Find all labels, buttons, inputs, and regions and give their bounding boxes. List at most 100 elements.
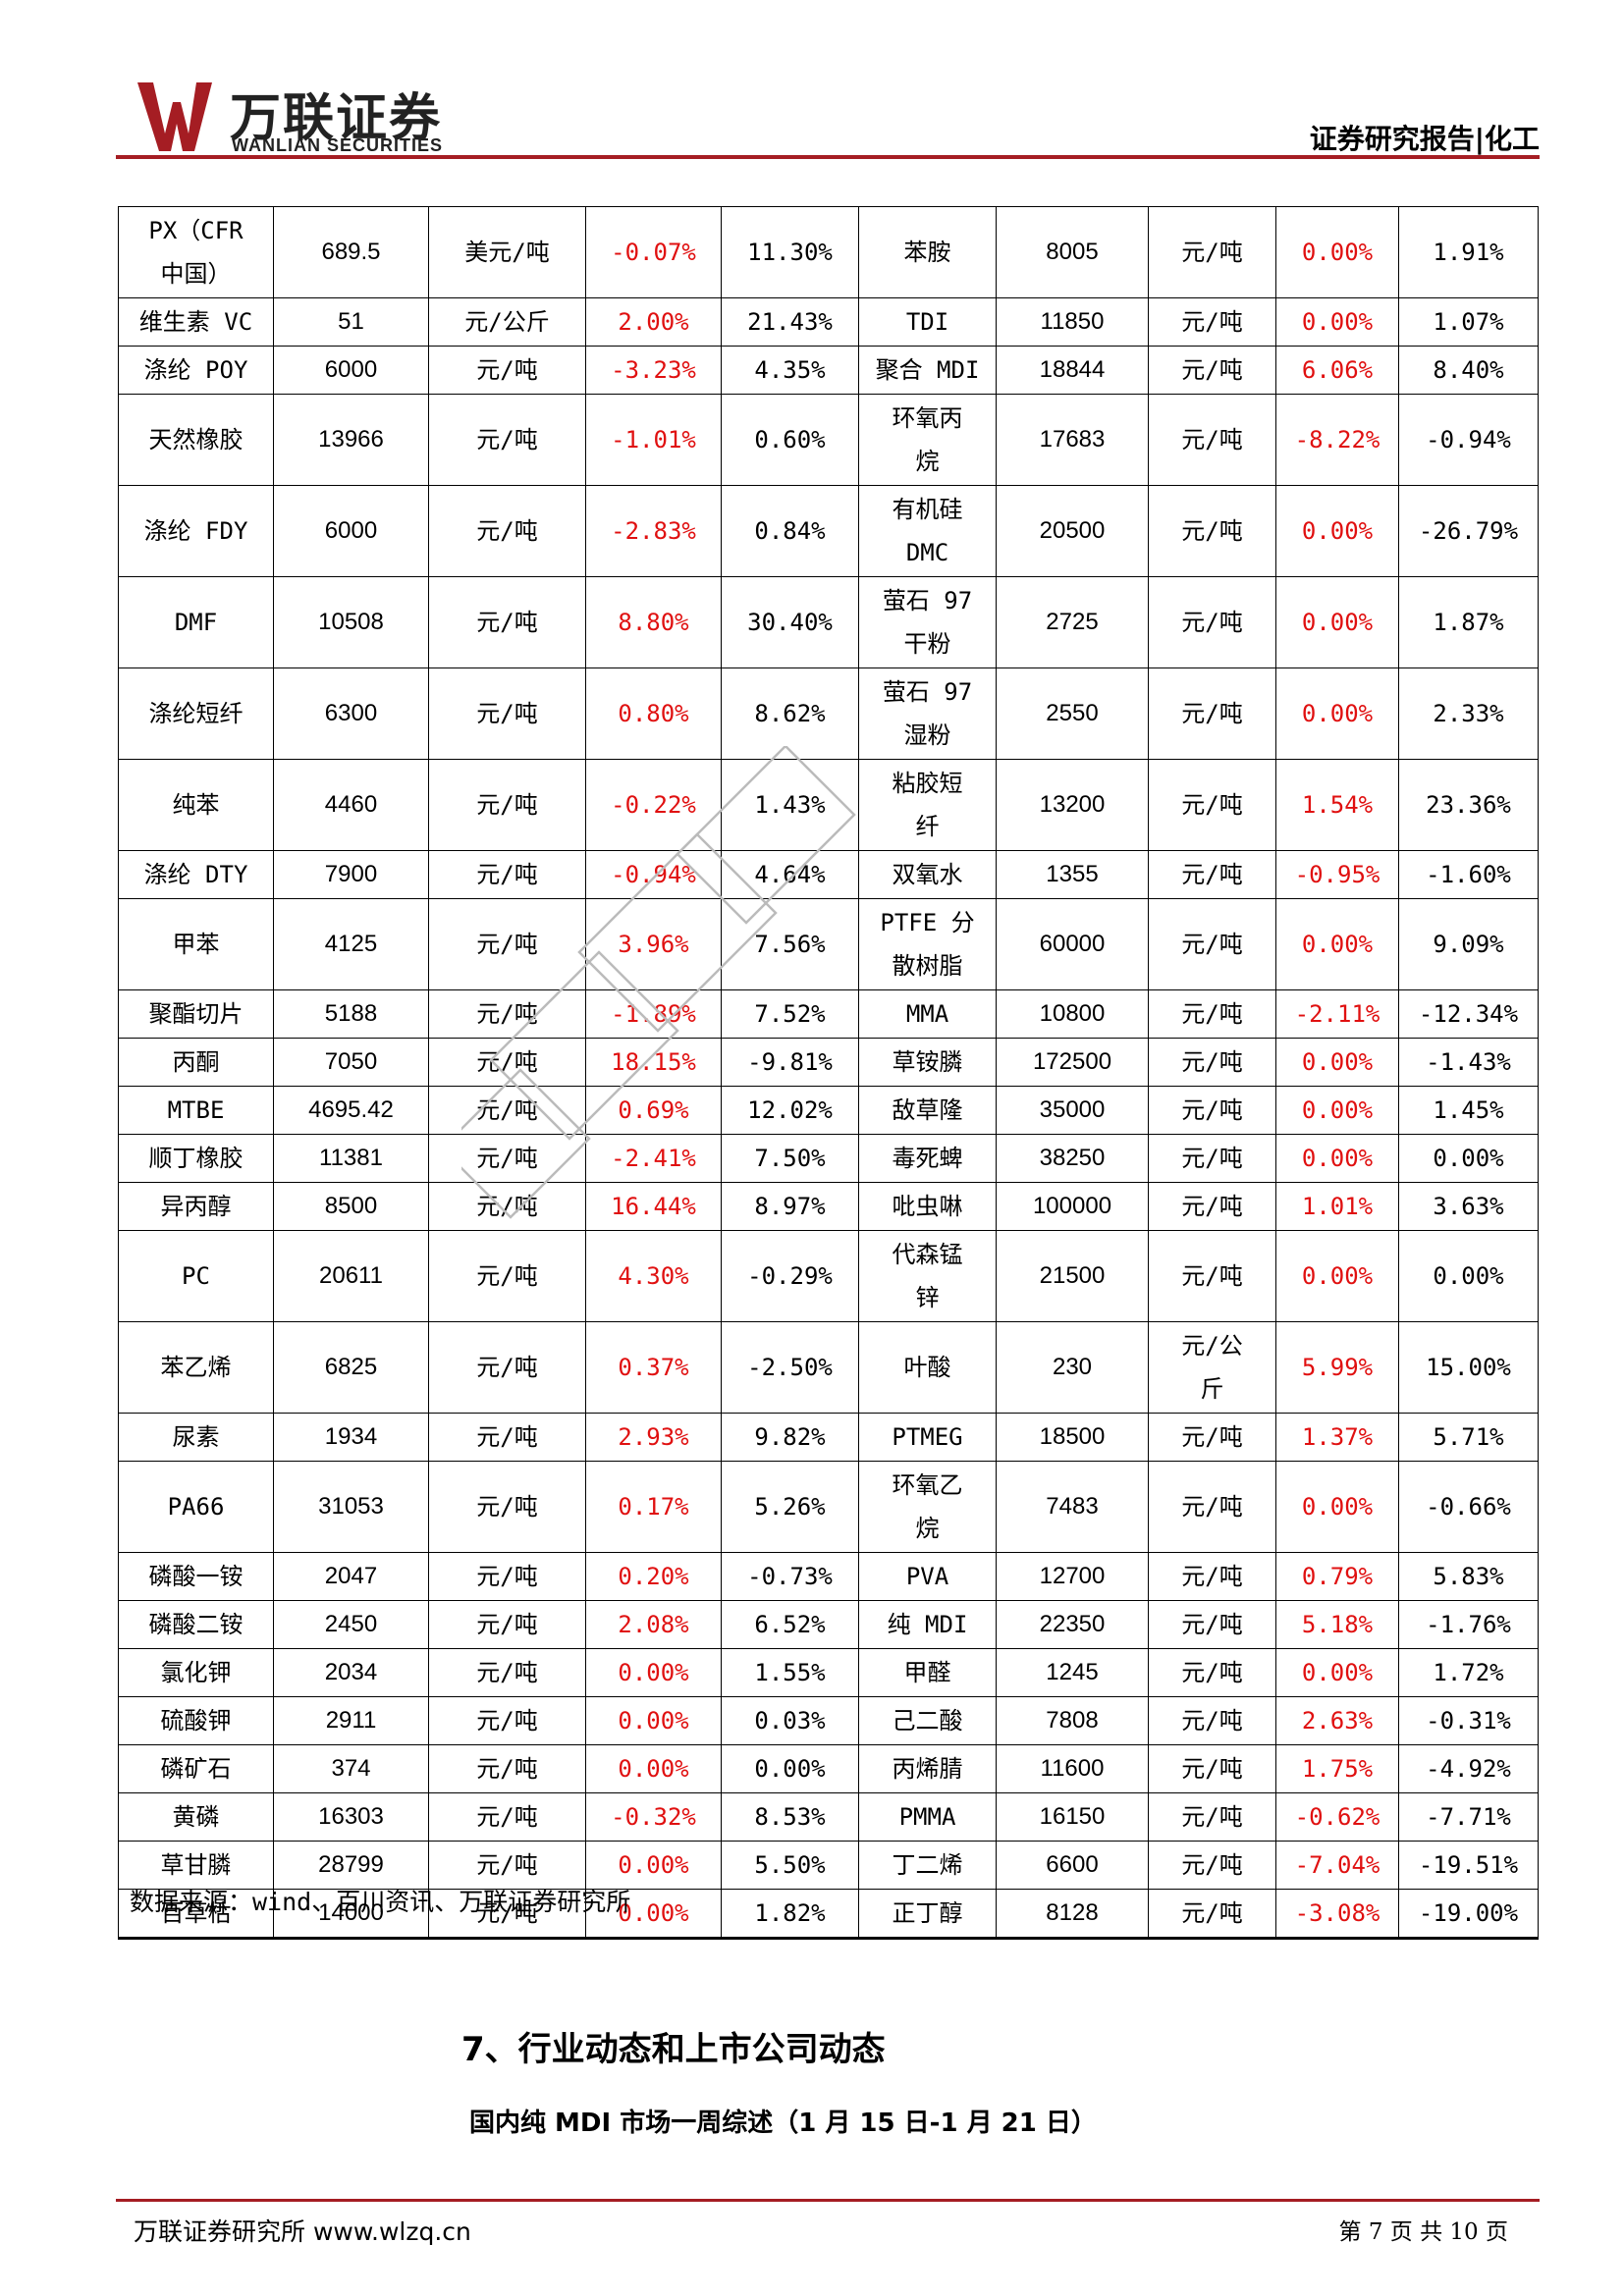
table-row: 涤纶短纤 6300 元/吨 0.80% 8.62% 萤石 97 湿粉 2550 元/吨 0.00%…	[118, 667, 1539, 760]
table-cell: 元/吨	[428, 394, 586, 486]
table-cell: 0.20%	[585, 1552, 722, 1601]
table-cell: 0.00%	[1275, 1461, 1399, 1553]
table-cell: 22350	[996, 1600, 1149, 1649]
table-cell: 0.00%	[585, 1648, 722, 1697]
table-row: 尿素 1934 元/吨 2.93% 9.82% PTMEG 18500 元/吨 1.37% 5.7…	[118, 1413, 1539, 1462]
table-cell: 1.43%	[721, 759, 859, 851]
table-cell: -2.83%	[585, 485, 722, 577]
report-type-label: 证券研究报告|化工	[1309, 123, 1540, 155]
table-cell: 2.33%	[1398, 667, 1539, 760]
footer-divider	[116, 2199, 1540, 2202]
table-cell: 12.02%	[721, 1086, 859, 1135]
table-cell: 100000	[996, 1182, 1149, 1231]
table-cell: 2.08%	[585, 1600, 722, 1649]
table-cell: 1.37%	[1275, 1413, 1399, 1462]
table-cell: -26.79%	[1398, 485, 1539, 577]
table-cell: -0.31%	[1398, 1696, 1539, 1745]
table-cell: 13200	[996, 759, 1149, 851]
table-cell: 元/吨	[1148, 1134, 1276, 1183]
table-cell: 元/吨	[428, 667, 586, 760]
table-cell: 元/吨	[428, 759, 586, 851]
section-title: 7、行业动态和上市公司动态	[461, 2030, 886, 2069]
table-cell: 元/吨	[1148, 576, 1276, 668]
table-cell: 21500	[996, 1230, 1149, 1322]
table-cell: 16303	[273, 1792, 429, 1842]
table-cell: 纯 MDI	[858, 1600, 997, 1649]
table-cell: 11850	[996, 297, 1149, 347]
table-cell: 草甘膦	[118, 1841, 274, 1890]
table-cell: 元/吨	[1148, 346, 1276, 395]
table-cell: 粘胶短纤	[858, 759, 997, 851]
table-row: 磷酸二铵 2450 元/吨 2.08% 6.52% 纯 MDI 22350 元/吨 5.18% -…	[118, 1600, 1539, 1649]
table-cell: 2.63%	[1275, 1696, 1399, 1745]
table-cell: 4.35%	[721, 346, 859, 395]
table-cell: 元/吨	[428, 1230, 586, 1322]
table-cell: 11381	[273, 1134, 429, 1183]
table-cell: 元/吨	[428, 1134, 586, 1183]
table-cell: 丙烯腈	[858, 1744, 997, 1793]
table-cell: 苯乙烯	[118, 1321, 274, 1414]
table-row: 涤纶 POY 6000 元/吨 -3.23% 4.35% 聚合 MDI 18844 元/吨 6.…	[118, 346, 1539, 395]
price-table-body: PX（CFR 中国） 689.5 美元/吨 -0.07% 11.30% 苯胺 8005 元/吨 0…	[118, 206, 1539, 1940]
table-row: 氯化钾 2034 元/吨 0.00% 1.55% 甲醛 1245 元/吨 0.00% 1.72%	[118, 1648, 1539, 1697]
table-cell: 4.30%	[585, 1230, 722, 1322]
table-cell: 元/吨	[1148, 1792, 1276, 1842]
table-cell: 2911	[273, 1696, 429, 1745]
table-cell: 吡虫啉	[858, 1182, 997, 1231]
table-cell: 1.01%	[1275, 1182, 1399, 1231]
table-cell: 6600	[996, 1841, 1149, 1890]
table-cell: 31053	[273, 1461, 429, 1553]
table-cell: 0.80%	[585, 667, 722, 760]
table-cell: 1.75%	[1275, 1744, 1399, 1793]
table-cell: 元/吨	[1148, 206, 1276, 298]
table-row: 异丙醇 8500 元/吨 16.44% 8.97% 吡虫啉 100000 元/吨 1.01% 3.…	[118, 1182, 1539, 1231]
table-cell: -7.04%	[1275, 1841, 1399, 1890]
table-cell: 0.00%	[1275, 1134, 1399, 1183]
table-cell: 硫酸钾	[118, 1696, 274, 1745]
table-cell: 4460	[273, 759, 429, 851]
table-cell: 7.56%	[721, 898, 859, 990]
table-cell: 38250	[996, 1134, 1149, 1183]
table-cell: 元/吨	[1148, 898, 1276, 990]
table-cell: 正丁醇	[858, 1889, 997, 1940]
wanlian-logo-icon	[137, 82, 212, 151]
table-cell: -0.66%	[1398, 1461, 1539, 1553]
table-cell: 维生素 VC	[118, 297, 274, 347]
table-cell: 纯苯	[118, 759, 274, 851]
table-cell: 元/吨	[1148, 1744, 1276, 1793]
table-cell: 1.54%	[1275, 759, 1399, 851]
table-row: 天然橡胶 13966 元/吨 -1.01% 0.60% 环氧丙烷 17683 元/吨 -8.22…	[118, 394, 1539, 486]
table-cell: 2.00%	[585, 297, 722, 347]
table-cell: 1.91%	[1398, 206, 1539, 298]
table-cell: 元/公斤	[1148, 1321, 1276, 1414]
table-cell: PTFE 分散树脂	[858, 898, 997, 990]
table-row: 维生素 VC 51 元/公斤 2.00% 21.43% TDI 11850 元/吨 0.00% 1…	[118, 297, 1539, 347]
table-cell: 20611	[273, 1230, 429, 1322]
table-cell: 7.52%	[721, 989, 859, 1039]
table-cell: 172500	[996, 1038, 1149, 1087]
table-cell: 0.37%	[585, 1321, 722, 1414]
table-cell: 元/吨	[428, 1413, 586, 1462]
table-cell: 元/吨	[428, 1086, 586, 1135]
table-cell: 元/吨	[1148, 394, 1276, 486]
table-cell: 18.15%	[585, 1038, 722, 1087]
price-table: PX（CFR 中国） 689.5 美元/吨 -0.07% 11.30% 苯胺 8005 元/吨 0…	[118, 206, 1539, 1940]
table-cell: 涤纶 POY	[118, 346, 274, 395]
table-cell: 元/吨	[1148, 485, 1276, 577]
table-cell: 7808	[996, 1696, 1149, 1745]
table-cell: 6825	[273, 1321, 429, 1414]
table-cell: 萤石 97 干粉	[858, 576, 997, 668]
table-cell: 0.00%	[1398, 1230, 1539, 1322]
table-cell: 元/吨	[428, 989, 586, 1039]
table-cell: 17683	[996, 394, 1149, 486]
table-cell: -0.94%	[585, 850, 722, 899]
table-cell: 元/吨	[428, 346, 586, 395]
table-cell: 元/吨	[428, 1038, 586, 1087]
table-cell: 元/吨	[1148, 1230, 1276, 1322]
table-cell: 1.82%	[721, 1889, 859, 1940]
table-cell: 51	[273, 297, 429, 347]
table-cell: 元/吨	[1148, 1600, 1276, 1649]
table-cell: PX（CFR 中国）	[118, 206, 274, 298]
table-cell: -4.92%	[1398, 1744, 1539, 1793]
table-cell: 涤纶短纤	[118, 667, 274, 760]
